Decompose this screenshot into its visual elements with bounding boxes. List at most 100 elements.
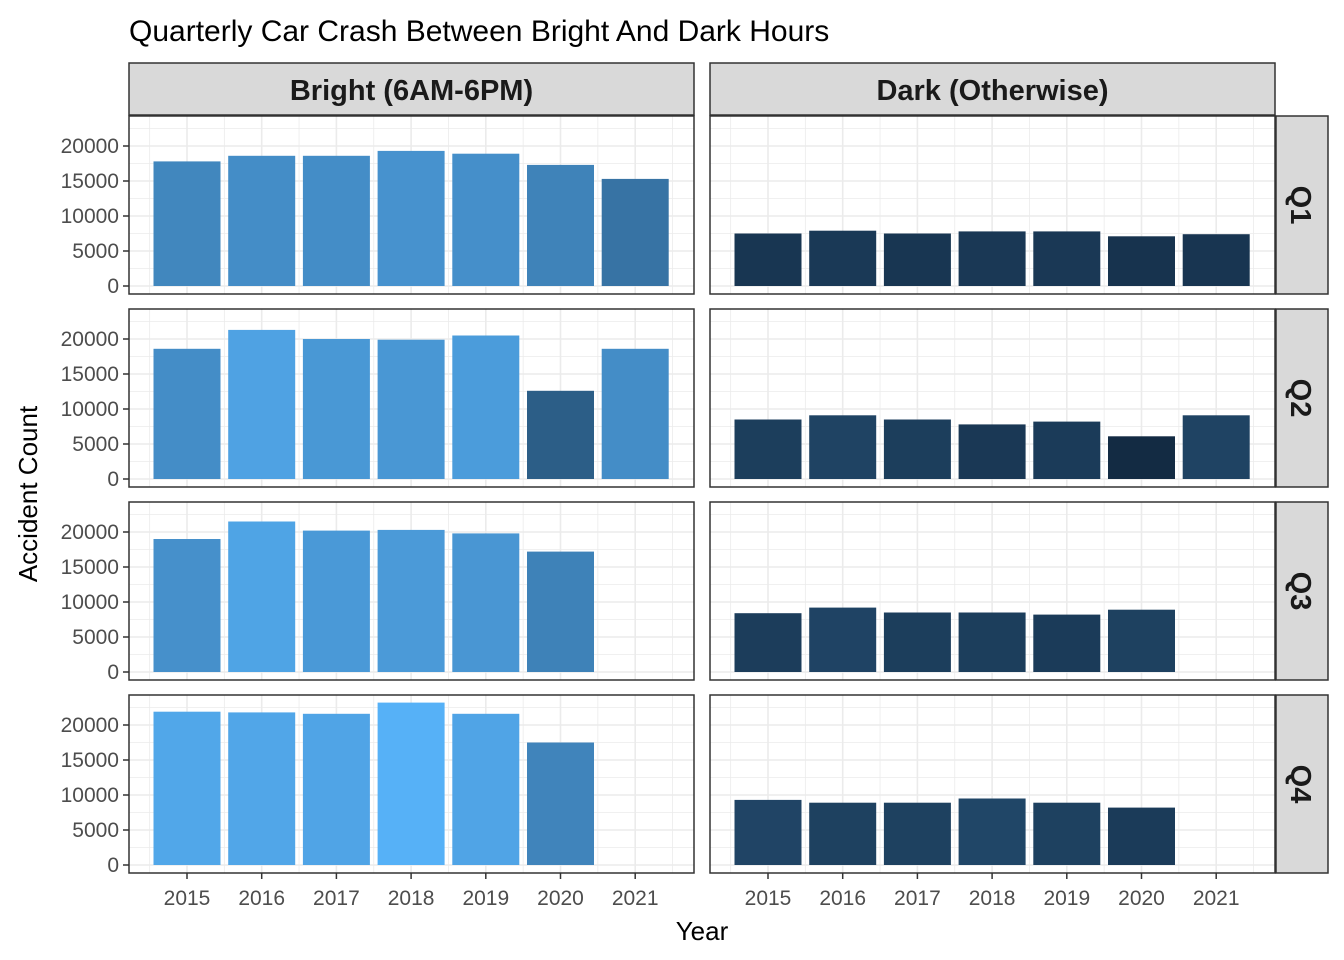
bar-Q1-2018 — [377, 150, 445, 286]
row-strip-label: Q3 — [1284, 572, 1316, 611]
bar-Q3-2020 — [1108, 609, 1175, 672]
column-strip-label: Bright (6AM-6PM) — [290, 75, 533, 107]
bar-Q3-2015 — [153, 539, 221, 672]
bar-Q2-2015 — [734, 419, 802, 479]
y-tick-label: 10000 — [61, 591, 119, 614]
y-tick-label: 0 — [107, 468, 119, 491]
x-tick-label: 2020 — [1118, 887, 1165, 910]
bar-Q3-2016 — [228, 521, 296, 672]
bar-Q3-2018 — [958, 612, 1026, 672]
bar-Q2-2019 — [452, 335, 520, 479]
bar-Q2-2020 — [1108, 436, 1175, 479]
bar-Q3-2017 — [302, 530, 370, 672]
bar-Q3-2020 — [527, 551, 594, 672]
bar-Q1-2015 — [153, 161, 221, 286]
y-tick-label: 0 — [107, 854, 119, 877]
bar-Q2-2021 — [1182, 415, 1250, 479]
bar-Q2-2017 — [883, 419, 951, 479]
bar-Q1-2021 — [601, 178, 669, 286]
bar-Q1-2016 — [228, 155, 296, 286]
bar-Q2-2019 — [1033, 421, 1101, 479]
bar-Q4-2015 — [734, 799, 802, 865]
row-strip — [1275, 115, 1329, 295]
bar-Q4-2019 — [452, 713, 520, 865]
bar-Q1-2019 — [1033, 231, 1101, 286]
y-tick-label: 5000 — [72, 433, 119, 456]
panel-border — [709, 115, 1276, 295]
y-tick-label: 10000 — [61, 398, 119, 421]
bar-Q4-2019 — [1033, 802, 1101, 865]
column-strip-label: Dark (Otherwise) — [876, 75, 1108, 107]
y-tick-label: 5000 — [72, 240, 119, 263]
x-tick-label: 2016 — [238, 887, 285, 910]
y-tick-label: 15000 — [61, 556, 119, 579]
bar-Q3-2017 — [883, 612, 951, 672]
panel-border — [128, 115, 695, 295]
bar-Q4-2020 — [527, 742, 594, 865]
bar-Q1-2020 — [527, 164, 594, 286]
panel-border — [709, 308, 1276, 488]
y-tick-label: 20000 — [61, 714, 119, 737]
bar-Q3-2019 — [452, 533, 520, 672]
x-tick-label: 2018 — [969, 887, 1016, 910]
y-tick-label: 0 — [107, 661, 119, 684]
y-tick-label: 20000 — [61, 521, 119, 544]
panel-border — [709, 501, 1276, 681]
x-tick-label: 2017 — [894, 887, 941, 910]
column-strip — [709, 62, 1276, 116]
x-tick-label: 2021 — [612, 887, 659, 910]
y-tick-label: 5000 — [72, 819, 119, 842]
row-strip-label: Q2 — [1284, 379, 1316, 418]
panel-border — [128, 501, 695, 681]
y-tick-label: 15000 — [61, 363, 119, 386]
y-tick-label: 5000 — [72, 626, 119, 649]
bar-Q1-2019 — [452, 153, 520, 286]
row-strip — [1275, 501, 1329, 681]
row-strip-label: Q4 — [1284, 765, 1316, 804]
bar-Q4-2018 — [377, 702, 445, 865]
panel-border — [128, 308, 695, 488]
bar-Q2-2018 — [958, 424, 1026, 479]
bar-Q4-2018 — [958, 798, 1026, 865]
x-tick-label: 2019 — [462, 887, 509, 910]
x-tick-label: 2017 — [313, 887, 360, 910]
bar-Q4-2015 — [153, 711, 221, 865]
column-strip — [128, 62, 695, 116]
row-strip-label: Q1 — [1284, 186, 1316, 225]
bar-Q1-2020 — [1108, 236, 1175, 286]
bar-Q1-2017 — [302, 155, 370, 286]
y-tick-label: 20000 — [61, 328, 119, 351]
y-tick-label: 20000 — [61, 135, 119, 158]
bar-Q4-2017 — [302, 713, 370, 865]
bar-Q4-2016 — [809, 802, 877, 865]
bar-Q3-2018 — [377, 529, 445, 672]
chart-title: Quarterly Car Crash Between Bright And D… — [129, 15, 829, 48]
bar-Q3-2019 — [1033, 614, 1101, 672]
bar-Q4-2017 — [883, 802, 951, 865]
bar-Q4-2016 — [228, 712, 296, 865]
bar-Q1-2018 — [958, 231, 1026, 286]
bar-Q1-2017 — [883, 233, 951, 286]
bar-Q1-2016 — [809, 230, 877, 286]
x-tick-label: 2015 — [164, 887, 211, 910]
bar-Q2-2017 — [302, 339, 370, 479]
row-strip — [1275, 694, 1329, 874]
x-axis-label: Year — [676, 916, 729, 946]
x-tick-label: 2015 — [745, 887, 792, 910]
y-tick-label: 15000 — [61, 749, 119, 772]
bar-Q2-2020 — [527, 390, 594, 479]
x-tick-label: 2018 — [388, 887, 435, 910]
bar-Q4-2020 — [1108, 807, 1175, 865]
y-axis-label: Accident Count — [13, 405, 43, 582]
y-tick-label: 0 — [107, 275, 119, 298]
y-tick-label: 10000 — [61, 205, 119, 228]
y-tick-label: 15000 — [61, 170, 119, 193]
bar-Q2-2021 — [601, 348, 669, 479]
bar-Q2-2018 — [377, 339, 445, 479]
bar-Q2-2015 — [153, 348, 221, 479]
y-tick-label: 10000 — [61, 784, 119, 807]
x-tick-label: 2019 — [1043, 887, 1090, 910]
bar-Q3-2015 — [734, 613, 802, 672]
bar-Q3-2016 — [809, 607, 877, 672]
